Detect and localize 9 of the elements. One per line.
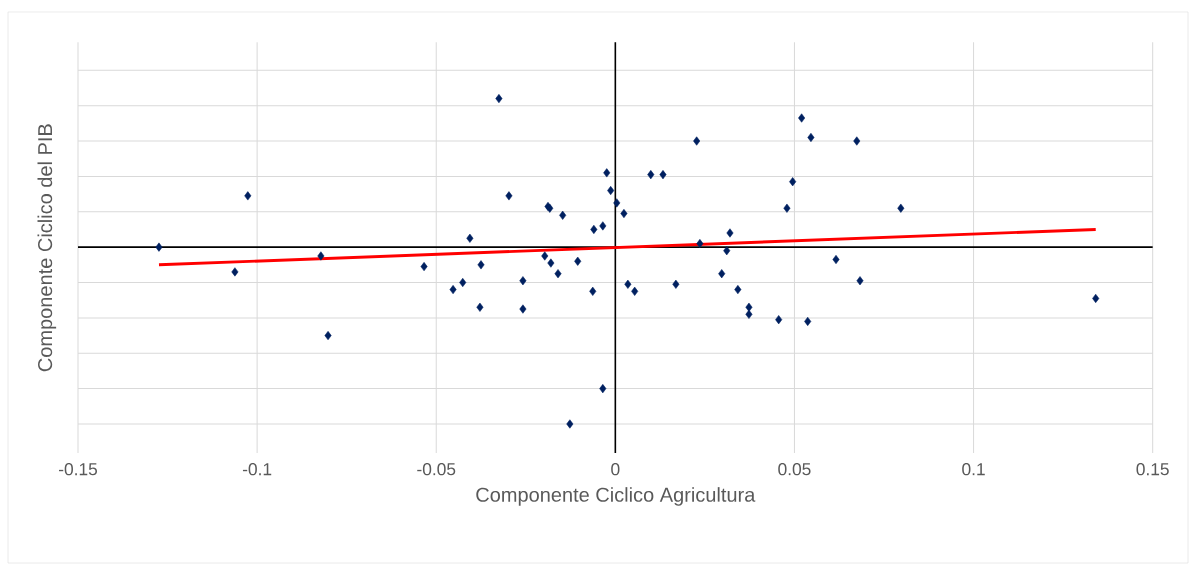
x-tick-label: 0.05 — [778, 463, 811, 476]
x-axis-title: Componente Ciclico Agricultura — [476, 487, 756, 506]
x-tick-label: 0.1 — [962, 463, 985, 476]
x-tick-label: -0.05 — [417, 463, 456, 476]
x-tick-label: -0.1 — [242, 463, 272, 476]
x-tick-label: 0 — [611, 463, 620, 476]
x-tick-label: -0.15 — [59, 463, 98, 476]
y-axis-title: Componente Ciclico del PIB — [37, 124, 57, 372]
x-tick-label: 0.15 — [1136, 463, 1169, 476]
